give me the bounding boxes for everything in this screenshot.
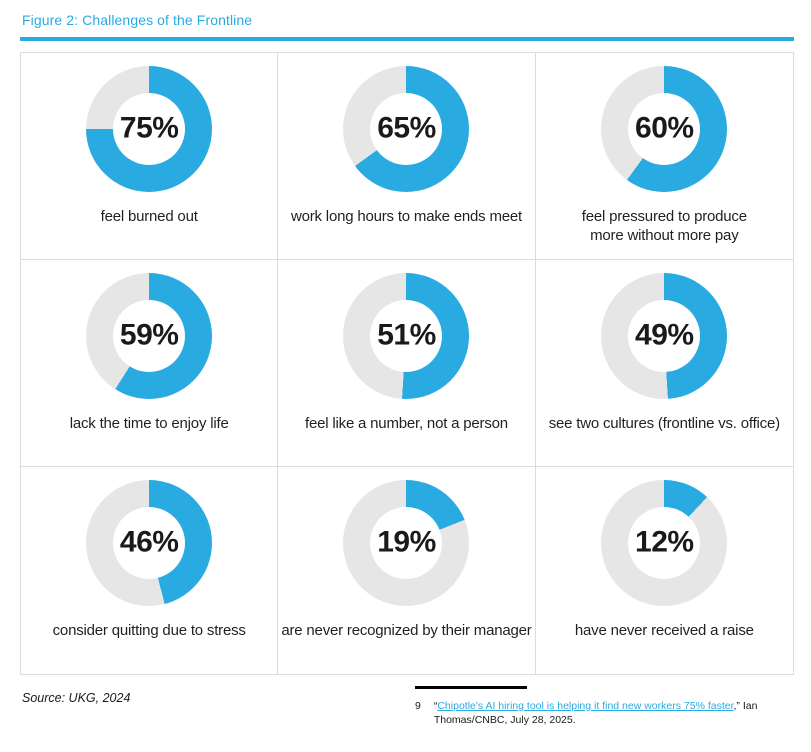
donut-hole (370, 507, 443, 579)
donut-cell: 65% work long hours to make ends meet (278, 53, 536, 260)
donut-hole (113, 507, 186, 579)
title-underline-rule (20, 37, 794, 41)
donut-hole (628, 507, 701, 579)
donut-hole (113, 300, 186, 372)
donut-percent-label: 60% (635, 111, 694, 145)
footnote-text: “Chipotle's AI hiring tool is helping it… (434, 699, 797, 727)
donut-chart: 65% (343, 66, 470, 192)
footnote-citation: ,” Ian Thomas/CNBC, July 28, 2025. (433, 700, 758, 727)
donut-cell: 59% lack the time to enjoy life (21, 260, 279, 467)
donut-percent-label: 19% (377, 525, 436, 559)
donut-chart: 75% (86, 66, 213, 192)
donut-cell: 46% consider quitting due to stress (21, 467, 279, 674)
source-note: Source: UKG, 2024 (22, 691, 131, 705)
donut-hole (628, 300, 701, 372)
footnote-link[interactable]: Chipotle's AI hiring tool is helping it … (437, 700, 734, 712)
donut-percent-label: 65% (377, 111, 436, 145)
donut-caption: lack the time to enjoy life (69, 415, 229, 432)
donut-chart: 51% (343, 273, 470, 399)
donut-percent-label: 49% (635, 318, 694, 352)
donut-hole (628, 93, 701, 165)
donut-chart: 46% (86, 480, 213, 606)
donut-caption: feel like a number, not a person (305, 415, 508, 432)
footnote: 9 “Chipotle's AI hiring tool is helping … (415, 699, 797, 727)
donut-cell: 12% have never received a raise (536, 467, 793, 674)
donut-caption: work long hours to make ends meet (290, 208, 522, 225)
footnote-divider (415, 686, 527, 689)
footnote-open-quote: “ (433, 700, 438, 712)
donut-cell: 19% are never recognized by their manage… (278, 467, 536, 674)
donut-chart-grid: 75% feel burned out 65% work long hours … (20, 52, 794, 675)
donut-chart: 59% (86, 273, 213, 399)
donut-cell: 49% see two cultures (frontline vs. offi… (535, 260, 793, 467)
donut-caption: have never received a raise (574, 622, 754, 639)
donut-percent-label: 46% (119, 525, 179, 559)
donut-percent-label: 75% (119, 111, 179, 145)
figure-title: Figure 2: Challenges of the Frontline (22, 12, 253, 28)
donut-chart: 49% (601, 273, 728, 399)
donut-percent-label: 59% (119, 318, 179, 352)
donut-caption: are never recognized by their manager (281, 622, 532, 639)
donut-chart: 12% (601, 480, 728, 606)
donut-hole (370, 93, 443, 165)
donut-caption: feel pressured to produce more without m… (581, 208, 747, 244)
donut-hole (113, 93, 186, 165)
donut-hole (370, 300, 443, 372)
donut-percent-label: 12% (635, 525, 694, 559)
donut-chart: 60% (601, 66, 728, 192)
donut-percent-label: 51% (377, 318, 436, 352)
donut-caption: see two cultures (frontline vs. office) (548, 415, 780, 432)
donut-cell: 60% feel pressured to produce more witho… (535, 53, 793, 260)
donut-chart: 19% (343, 480, 470, 606)
donut-cell: 75% feel burned out (21, 53, 279, 260)
footnote-number: 9 (415, 700, 421, 712)
donut-caption: feel burned out (100, 208, 198, 225)
donut-cell: 51% feel like a number, not a person (278, 260, 536, 467)
donut-caption: consider quitting due to stress (52, 622, 246, 639)
